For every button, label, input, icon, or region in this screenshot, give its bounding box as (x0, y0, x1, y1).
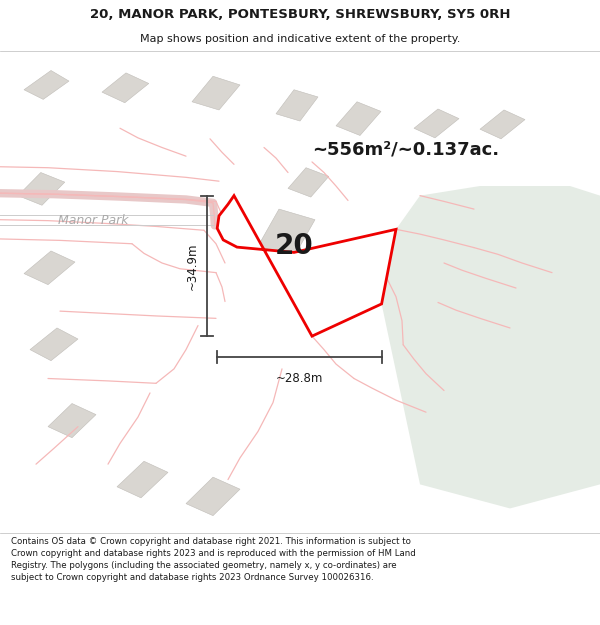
Polygon shape (217, 196, 396, 336)
Polygon shape (288, 168, 329, 197)
Polygon shape (24, 251, 75, 284)
Text: 20, MANOR PARK, PONTESBURY, SHREWSBURY, SY5 0RH: 20, MANOR PARK, PONTESBURY, SHREWSBURY, … (90, 8, 510, 21)
Polygon shape (480, 110, 525, 139)
Text: Contains OS data © Crown copyright and database right 2021. This information is : Contains OS data © Crown copyright and d… (11, 537, 416, 581)
Text: ~556m²/~0.137ac.: ~556m²/~0.137ac. (312, 141, 499, 159)
Polygon shape (382, 186, 600, 509)
Polygon shape (414, 109, 459, 138)
Polygon shape (24, 71, 69, 99)
Polygon shape (276, 90, 318, 121)
Polygon shape (186, 477, 240, 516)
Polygon shape (336, 102, 381, 136)
Text: 20: 20 (275, 232, 314, 259)
Polygon shape (48, 404, 96, 437)
Polygon shape (18, 173, 65, 205)
Text: Manor Park: Manor Park (58, 214, 128, 227)
Text: Map shows position and indicative extent of the property.: Map shows position and indicative extent… (140, 34, 460, 44)
Polygon shape (102, 73, 149, 102)
Polygon shape (117, 461, 168, 498)
Text: ~34.9m: ~34.9m (185, 242, 199, 289)
Polygon shape (258, 209, 315, 257)
Text: ~28.8m: ~28.8m (276, 372, 323, 385)
Polygon shape (30, 328, 78, 361)
Polygon shape (192, 76, 240, 110)
